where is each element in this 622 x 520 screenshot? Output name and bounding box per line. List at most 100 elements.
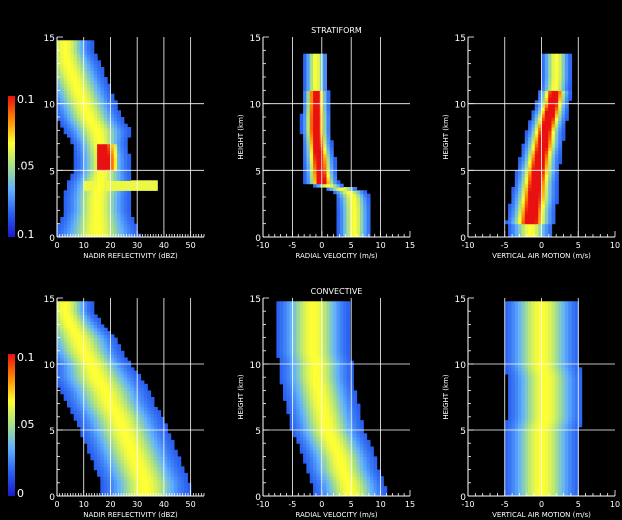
heatmap-cell xyxy=(127,380,132,385)
heatmap-cell xyxy=(359,456,364,461)
heatmap-cell xyxy=(336,217,341,221)
heatmap-cell xyxy=(83,123,88,128)
heatmap-cell xyxy=(349,482,354,487)
heatmap-cell xyxy=(100,100,105,105)
heatmap-cell xyxy=(83,433,88,438)
heatmap-cell xyxy=(93,453,98,457)
heatmap-cell xyxy=(524,130,529,135)
heatmap-cell xyxy=(63,113,68,118)
heatmap-cell xyxy=(309,443,314,448)
heatmap-cell xyxy=(313,459,317,464)
heatmap-cell xyxy=(127,230,132,235)
heatmap-cell xyxy=(83,360,88,365)
heatmap-cell xyxy=(346,227,351,231)
heatmap-cell xyxy=(323,83,327,88)
heatmap-cell xyxy=(87,217,91,221)
heatmap-cell xyxy=(117,220,121,225)
heatmap-cell xyxy=(339,486,344,490)
heatmap-cell xyxy=(120,436,125,441)
colorbar-tick-label: .05 xyxy=(17,418,35,431)
heatmap-cell xyxy=(100,217,105,221)
heatmap-cell xyxy=(551,87,556,91)
heatmap-cell xyxy=(163,443,168,448)
heatmap-cell xyxy=(518,217,522,221)
heatmap-cell xyxy=(286,354,291,358)
heatmap-cell xyxy=(70,223,75,228)
heatmap-cell xyxy=(313,337,317,342)
heatmap-cell xyxy=(63,40,68,45)
heatmap-cell xyxy=(356,453,361,457)
heatmap-cell xyxy=(130,397,135,401)
heatmap-cell xyxy=(326,367,331,372)
heatmap-cell xyxy=(123,130,128,135)
heatmap-cell xyxy=(343,416,348,421)
heatmap-cell xyxy=(329,463,334,467)
heatmap-cell xyxy=(521,230,526,235)
heatmap-cell xyxy=(339,406,344,411)
heatmap-cell xyxy=(100,90,105,95)
heatmap-cell xyxy=(558,143,563,148)
heatmap-cell xyxy=(306,459,311,464)
heatmap-cell xyxy=(366,476,371,481)
heatmap-cell xyxy=(120,383,125,388)
heatmap-cell xyxy=(73,311,78,316)
heatmap-cell xyxy=(336,331,341,335)
heatmap-cell xyxy=(323,113,327,118)
heatmap-cell xyxy=(110,173,115,178)
heatmap-cell xyxy=(538,200,543,205)
heatmap-cell xyxy=(63,357,68,362)
heatmap-cell xyxy=(107,210,111,215)
heatmap-cell xyxy=(77,57,81,61)
heatmap-cell xyxy=(80,67,85,71)
heatmap-cell xyxy=(67,393,71,398)
heatmap-cell xyxy=(100,324,105,329)
heatmap-cell xyxy=(518,227,522,231)
heatmap-cell xyxy=(97,350,101,355)
heatmap-cell xyxy=(100,87,105,91)
heatmap-cell xyxy=(518,193,522,198)
heatmap-cell xyxy=(548,233,553,237)
heatmap-cell xyxy=(558,73,563,78)
heatmap-cell xyxy=(293,344,297,349)
heatmap-cell xyxy=(113,337,118,342)
heatmap-cell xyxy=(299,347,304,352)
heatmap-cell xyxy=(353,479,358,484)
heatmap-cell xyxy=(313,153,317,158)
heatmap-cell xyxy=(346,187,351,191)
heatmap-cell xyxy=(143,489,148,494)
heatmap-cell xyxy=(296,380,301,385)
heatmap-cell xyxy=(87,110,91,115)
heatmap-cell xyxy=(107,334,111,339)
heatmap-cell xyxy=(309,459,314,464)
heatmap-cell xyxy=(541,80,546,85)
heatmap-cell xyxy=(316,433,321,438)
heatmap-cell xyxy=(120,183,125,188)
heatmap-cell xyxy=(548,153,553,158)
heatmap-cell xyxy=(90,163,95,168)
heatmap-cell xyxy=(306,331,311,335)
heatmap-cell xyxy=(137,449,142,454)
heatmap-cell xyxy=(303,430,307,434)
heatmap-cell xyxy=(63,344,68,349)
heatmap-cell xyxy=(83,307,88,312)
heatmap-cell xyxy=(137,466,142,471)
heatmap-cell xyxy=(80,40,85,45)
heatmap-cell xyxy=(528,223,532,228)
heatmap-cell xyxy=(80,393,85,398)
heatmap-cell xyxy=(93,180,98,185)
heatmap-cell xyxy=(528,230,532,235)
heatmap-cell xyxy=(303,347,307,352)
heatmap-cell xyxy=(333,370,338,375)
heatmap-cell xyxy=(103,350,108,355)
heatmap-cell xyxy=(313,83,317,88)
heatmap-cell xyxy=(87,87,91,91)
y-tick-label: 0 xyxy=(255,234,261,244)
heatmap-cell xyxy=(279,347,284,352)
heatmap-cell xyxy=(544,137,549,141)
heatmap-cell xyxy=(87,390,91,395)
heatmap-cell xyxy=(160,492,165,496)
heatmap-cell xyxy=(57,301,61,306)
heatmap-cell xyxy=(87,43,91,48)
heatmap-cell xyxy=(103,327,108,332)
heatmap-cell xyxy=(110,482,115,487)
